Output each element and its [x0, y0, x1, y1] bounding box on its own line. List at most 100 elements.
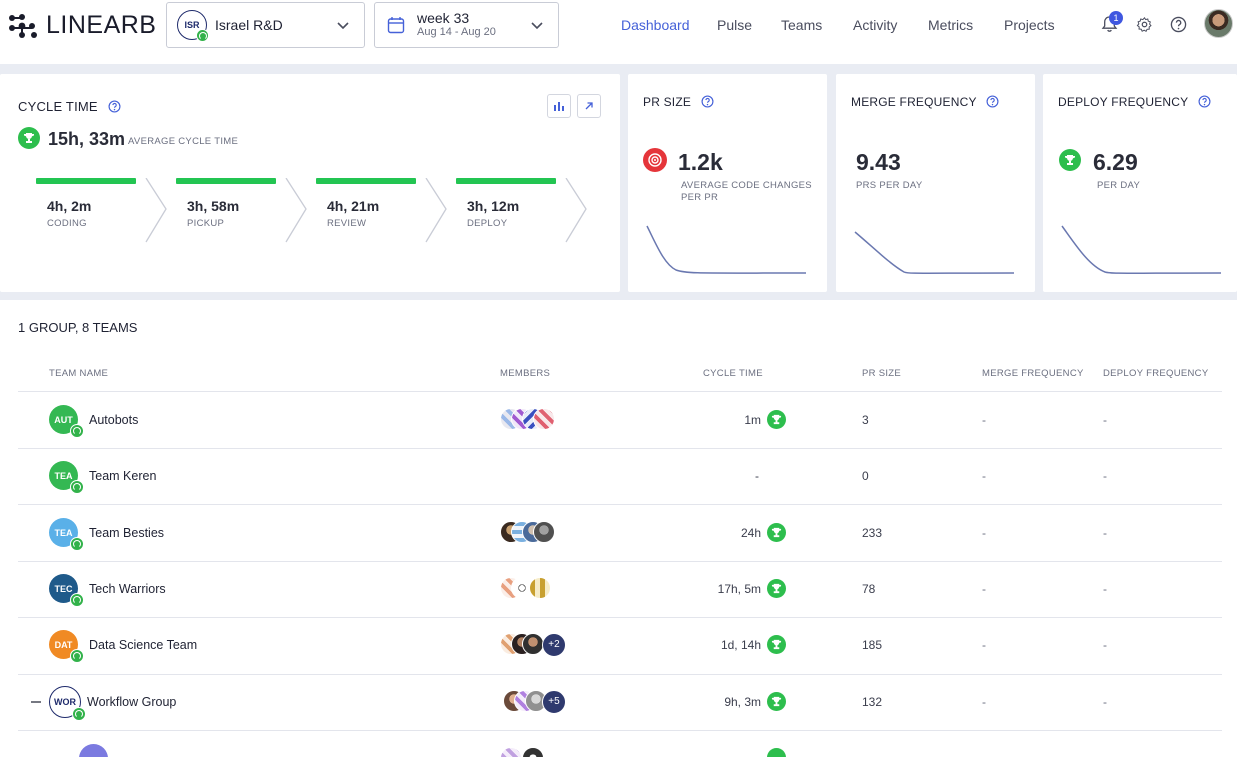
- deploy-frequency-title: DEPLOY FREQUENCY: [1058, 95, 1211, 109]
- team-name[interactable]: Data Science Team: [89, 638, 198, 652]
- help-icon[interactable]: [1198, 95, 1211, 108]
- col-deploy-frequency[interactable]: DEPLOY FREQUENCY: [1103, 368, 1209, 379]
- stage-label: REVIEW: [327, 218, 367, 229]
- stage-value: 3h, 58m: [187, 198, 240, 214]
- col-pr-size[interactable]: PR SIZE: [862, 368, 902, 379]
- member-avatar: [529, 577, 551, 599]
- col-merge-frequency[interactable]: MERGE FREQUENCY: [982, 368, 1084, 379]
- trophy-icon: [767, 410, 786, 429]
- more-members-badge[interactable]: +5: [542, 690, 566, 714]
- deploy-frequency-value: -: [1103, 526, 1107, 540]
- team-name[interactable]: Team Keren: [89, 469, 157, 483]
- chart-view-button[interactable]: [547, 94, 571, 118]
- pr-size-value: 233: [862, 526, 883, 540]
- pr-size-value: 1.2k: [678, 149, 723, 175]
- stage-deploy[interactable]: 3h, 12m DEPLOY: [420, 178, 560, 238]
- table-row[interactable]: AUT Autobots 1m 3 - -: [0, 392, 1237, 448]
- team-name[interactable]: Tech Warriors: [89, 582, 166, 596]
- github-badge-icon: [70, 593, 84, 607]
- help-icon[interactable]: [701, 95, 714, 108]
- col-members[interactable]: MEMBERS: [500, 368, 551, 379]
- deploy-frequency-card[interactable]: DEPLOY FREQUENCY 6.29 PER DAY: [1043, 74, 1237, 292]
- table-row-partial[interactable]: [0, 730, 1237, 757]
- member-avatar: [522, 747, 544, 757]
- group-initials: ISR: [184, 20, 200, 30]
- stage-coding[interactable]: 4h, 2m CODING: [0, 178, 140, 238]
- nav-projects[interactable]: Projects: [1004, 17, 1055, 33]
- chevron-down-icon: [337, 22, 349, 30]
- stage-bar: [316, 178, 416, 184]
- table-row[interactable]: DAT Data Science Team +2 1d, 14h 185 - -: [0, 617, 1237, 673]
- table-row[interactable]: TEA Team Keren - 0 - -: [0, 448, 1237, 504]
- trophy-icon: [18, 127, 40, 149]
- logo-text: LINEARB: [46, 11, 157, 39]
- table-row[interactable]: TEA Team Besties 24h 233 - -: [0, 505, 1237, 561]
- col-cycle-time[interactable]: CYCLE TIME: [703, 368, 763, 379]
- nav-dashboard[interactable]: Dashboard: [621, 17, 690, 33]
- team-avatar: DAT: [49, 630, 84, 663]
- stage-value: 4h, 21m: [327, 198, 380, 214]
- team-name[interactable]: Team Besties: [89, 526, 165, 540]
- nav-activity[interactable]: Activity: [853, 17, 898, 33]
- team-name[interactable]: Autobots: [89, 413, 139, 427]
- nav-pulse[interactable]: Pulse: [717, 17, 753, 33]
- gear-icon[interactable]: [1136, 16, 1153, 33]
- deploy-frequency-value: -: [1103, 695, 1107, 709]
- nav-metrics[interactable]: Metrics: [928, 17, 974, 33]
- pr-size-caption-1: AVERAGE CODE CHANGES: [681, 180, 812, 191]
- github-badge-icon: [196, 29, 209, 42]
- pr-size-value: 132: [862, 695, 883, 709]
- merge-frequency-sparkline: [854, 231, 1015, 274]
- group-selector[interactable]: ISR Israel R&D: [166, 2, 365, 48]
- arrow-up-right-icon: [585, 102, 593, 110]
- deploy-frequency-value: -: [1103, 413, 1107, 427]
- table-row[interactable]: TEC Tech Warriors 17h, 5m 78 - -: [0, 561, 1237, 617]
- deploy-frequency-value: -: [1103, 469, 1107, 483]
- more-members-badge[interactable]: +2: [542, 633, 566, 657]
- trophy-icon: [767, 579, 786, 598]
- github-badge-icon: [70, 480, 84, 494]
- team-avatar: TEA: [49, 461, 84, 494]
- trophy-icon: [767, 635, 786, 654]
- pr-size-sparkline: [646, 225, 807, 274]
- merge-frequency-value: -: [982, 413, 986, 427]
- linearb-logo[interactable]: LINEARB: [8, 11, 156, 40]
- cycle-time-title: CYCLE TIME: [18, 99, 121, 114]
- deploy-frequency-value: 6.29: [1093, 149, 1138, 175]
- member-avatar: [522, 633, 544, 655]
- merge-frequency-caption: PRS PER DAY: [856, 180, 923, 191]
- team-avatar: [79, 744, 108, 757]
- github-badge-icon: [72, 707, 86, 721]
- nav-teams[interactable]: Teams: [781, 17, 823, 33]
- row-divider: [18, 448, 1222, 449]
- collapse-icon[interactable]: [31, 697, 41, 707]
- cycle-time-value: 1m: [744, 413, 761, 427]
- help-icon[interactable]: [986, 95, 999, 108]
- merge-frequency-card[interactable]: MERGE FREQUENCY 9.43 PRS PER DAY: [836, 74, 1035, 292]
- pr-size-card[interactable]: PR SIZE 1.2k AVERAGE CODE CHANGES PER PR: [628, 74, 827, 292]
- team-initials: TEC: [54, 583, 73, 594]
- help-icon[interactable]: [1170, 16, 1187, 33]
- trophy-icon: [767, 523, 786, 542]
- user-avatar[interactable]: [1204, 9, 1233, 38]
- deploy-frequency-value: -: [1103, 638, 1107, 652]
- team-name[interactable]: Workflow Group: [87, 695, 177, 709]
- week-selector[interactable]: week 33 Aug 14 - Aug 20: [374, 2, 559, 48]
- stage-label: PICKUP: [187, 218, 225, 229]
- deploy-frequency-sparkline: [1061, 225, 1222, 274]
- merge-frequency-value: -: [982, 582, 986, 596]
- member-avatar: [533, 521, 555, 543]
- stage-pickup[interactable]: 3h, 58m PICKUP: [140, 178, 280, 238]
- stage-value: 3h, 12m: [467, 198, 520, 214]
- github-badge-icon: [70, 649, 84, 663]
- stage-review[interactable]: 4h, 21m REVIEW: [280, 178, 420, 238]
- cycle-time-value: 9h, 3m: [724, 695, 761, 709]
- expand-button[interactable]: [577, 94, 601, 118]
- table-row-group[interactable]: WOR Workflow Group +5 9h, 3m 132 - -: [0, 674, 1237, 730]
- cycle-time-card: CYCLE TIME 15h, 33m AVERAGE CYCLE TIME 4…: [0, 74, 620, 292]
- col-team-name[interactable]: TEAM NAME: [49, 368, 109, 379]
- help-icon[interactable]: [108, 100, 121, 113]
- pr-size-title-text: PR SIZE: [643, 95, 692, 109]
- github-badge-icon: [70, 537, 84, 551]
- team-initials: WOR: [54, 697, 76, 707]
